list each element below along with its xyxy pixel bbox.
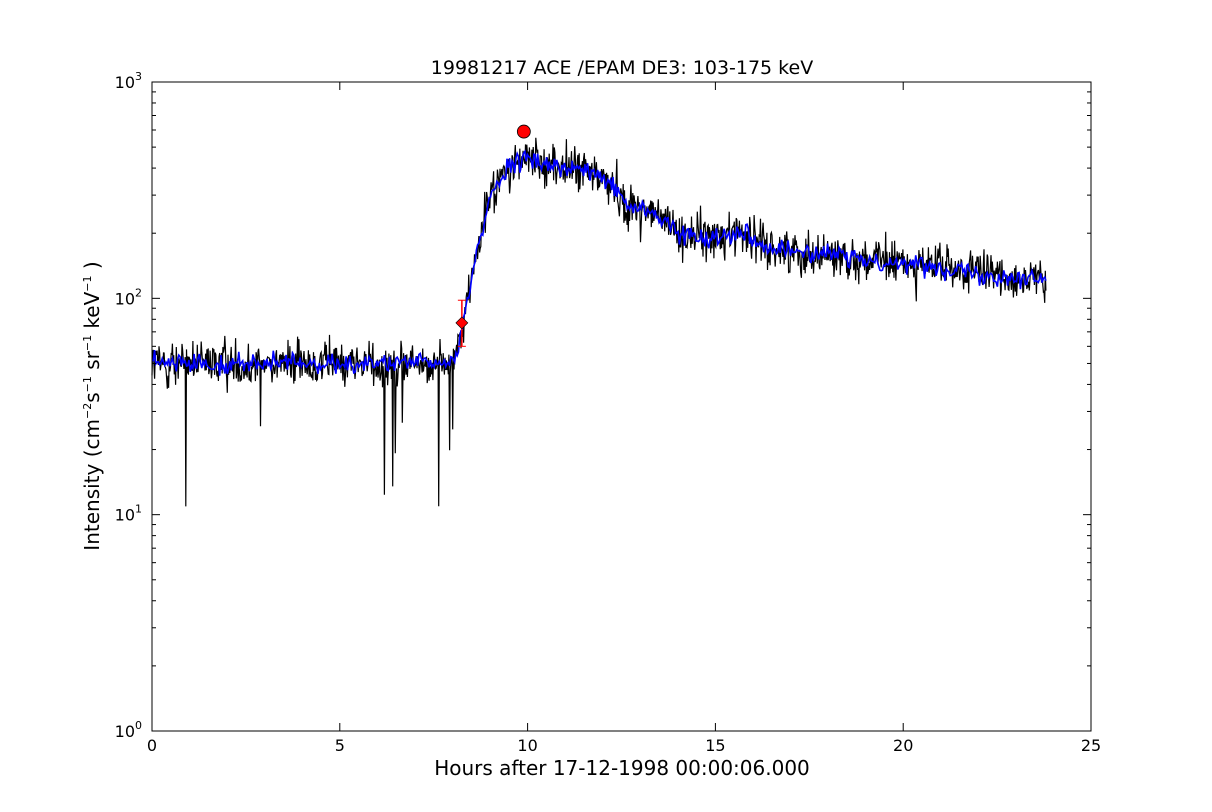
x-tick-label: 20 [893, 736, 913, 755]
peak-marker [516, 124, 531, 139]
chart-title: 19981217 ACE /EPAM DE3: 103-175 keV [431, 57, 813, 79]
x-tick-label: 0 [147, 736, 157, 755]
x-tick-label: 10 [517, 736, 537, 755]
plot-background [152, 82, 1091, 731]
y-axis-label: Intensity (cm−2s−1 sr−1 keV−1 ) [80, 261, 104, 550]
y-axis-label-prefix: Intensity (cm [80, 419, 104, 551]
onset-marker [455, 316, 469, 330]
x-axis-label: Hours after 17-12-1998 00:00:06.000 [434, 756, 810, 780]
marker-layer [455, 124, 531, 347]
y-axis-label-mid1: s [80, 392, 104, 402]
y-axis-label-sup3: −1 [81, 335, 94, 351]
y-axis-label-mid2: sr [80, 350, 104, 376]
series-line-raw-intensity [151, 137, 1047, 507]
y-axis-label-sup2: −1 [81, 376, 94, 392]
y-axis-label-mid3: keV [80, 291, 104, 335]
series-line-smoothed-intensity [151, 149, 1047, 376]
y-axis-label-sup1: −2 [81, 403, 94, 419]
y-tick-label: 100 [115, 719, 142, 741]
x-tick-label: 15 [705, 736, 725, 755]
y-tick-label: 101 [115, 503, 142, 525]
series-layer [151, 137, 1047, 507]
plot-area [151, 81, 1092, 732]
y-axis-label-sup4: −1 [81, 275, 94, 291]
x-tick-labels: 0 5 10 15 20 25 [147, 736, 1101, 755]
x-tick-label: 25 [1081, 736, 1101, 755]
plot-frame [151, 81, 1092, 732]
y-axis-label-suffix: ) [80, 261, 104, 275]
y-tick-labels: 100 101 102 103 [115, 70, 142, 741]
x-tick-label: 5 [335, 736, 345, 755]
y-tick-label: 102 [115, 286, 142, 308]
axis-ticks [151, 81, 1092, 732]
y-tick-label: 103 [115, 70, 142, 92]
